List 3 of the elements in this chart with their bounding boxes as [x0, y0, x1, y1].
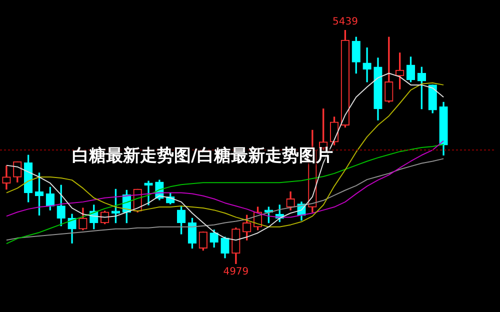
candlestick [362, 47, 372, 82]
annotation: 5439 [332, 16, 358, 28]
annotation: 4979 [223, 266, 249, 278]
